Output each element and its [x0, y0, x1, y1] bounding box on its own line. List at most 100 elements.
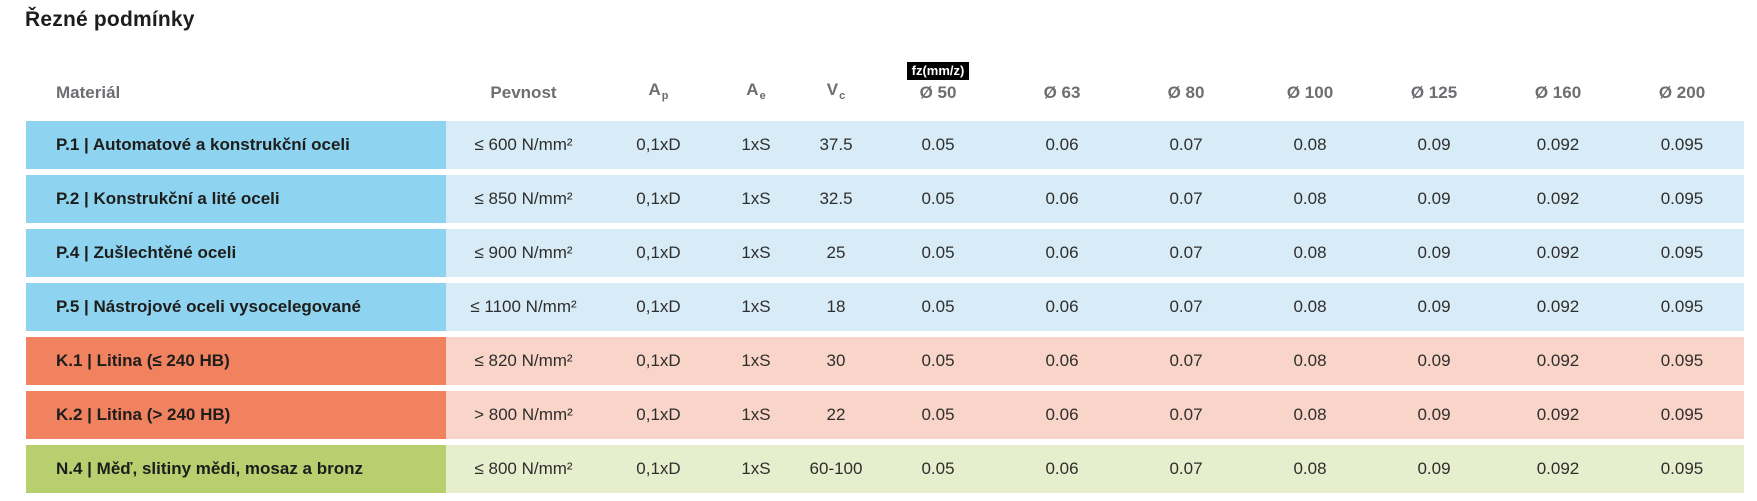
fz-value-cell: 0.05	[876, 121, 1000, 169]
header-ae: Ae	[716, 80, 796, 103]
fz-value-cell: 0.09	[1372, 175, 1496, 223]
fz-value-cell: 0.05	[876, 175, 1000, 223]
fz-unit-badge: fz(mm/z)	[906, 61, 970, 81]
fz-value-cell: 0.05	[876, 445, 1000, 493]
fz-value-cell: 0.07	[1124, 445, 1248, 493]
fz-value-cell: 0.09	[1372, 445, 1496, 493]
header-ap: Ap	[601, 80, 716, 103]
header-vc: Vc	[796, 80, 876, 103]
fz-value-cell: 0.09	[1372, 283, 1496, 331]
fz-value-cell: 0.092	[1496, 337, 1620, 385]
header-diameter: Ø 63	[1000, 83, 1124, 103]
fz-value-cell: 0.08	[1248, 175, 1372, 223]
pevnost-cell: ≤ 820 N/mm²	[446, 337, 601, 385]
header-diameter-label: Ø 63	[1043, 83, 1081, 103]
material-cell: K.1 | Litina (≤ 240 HB)	[26, 337, 446, 385]
header-vc-subscript: c	[839, 90, 846, 103]
header-ap-subscript: p	[661, 90, 669, 103]
fz-value-cell: 0.05	[876, 391, 1000, 439]
fz-value-cell: 0.095	[1620, 283, 1744, 331]
fz-value-cell: 0.06	[1000, 445, 1124, 493]
header-diameter: Ø 80	[1124, 83, 1248, 103]
fz-value-cell: 0.07	[1124, 391, 1248, 439]
fz-value-cell: 0.095	[1620, 445, 1744, 493]
ap-cell: 0,1xD	[601, 391, 716, 439]
fz-value-cell: 0.07	[1124, 337, 1248, 385]
fz-value-cell: 0.092	[1496, 283, 1620, 331]
fz-value-cell: 0.09	[1372, 121, 1496, 169]
fz-value-cell: 0.09	[1372, 391, 1496, 439]
fz-value-cell: 0.08	[1248, 283, 1372, 331]
ap-cell: 0,1xD	[601, 283, 716, 331]
fz-value-cell: 0.092	[1496, 445, 1620, 493]
fz-value-cell: 0.09	[1372, 229, 1496, 277]
fz-value-cell: 0.092	[1496, 229, 1620, 277]
vc-cell: 22	[796, 391, 876, 439]
header-ap-base: A	[648, 80, 661, 100]
fz-value-cell: 0.05	[876, 229, 1000, 277]
material-cell: P.1 | Automatové a konstrukční oceli	[26, 121, 446, 169]
table-row: K.2 | Litina (> 240 HB) > 800 N/mm² 0,1x…	[26, 391, 1744, 439]
fz-value-cell: 0.08	[1248, 445, 1372, 493]
header-diameter-label: Ø 80	[1167, 83, 1205, 103]
ae-cell: 1xS	[716, 391, 796, 439]
page-title: Řezné podmínky	[25, 8, 195, 31]
header-diameter: fz(mm/z) Ø 50	[876, 61, 1000, 103]
material-cell: K.2 | Litina (> 240 HB)	[26, 391, 446, 439]
vc-cell: 32.5	[796, 175, 876, 223]
pevnost-cell: ≤ 850 N/mm²	[446, 175, 601, 223]
fz-value-cell: 0.095	[1620, 391, 1744, 439]
table-row: P.4 | Zušlechtěné oceli ≤ 900 N/mm² 0,1x…	[26, 229, 1744, 277]
fz-value-cell: 0.07	[1124, 175, 1248, 223]
table-header-row: Materiál Pevnost Ap Ae Vc fz(mm/z) Ø 50 Ø …	[26, 55, 1744, 103]
ap-cell: 0,1xD	[601, 337, 716, 385]
header-diameter-label: Ø 50	[919, 83, 957, 103]
fz-value-cell: 0.06	[1000, 229, 1124, 277]
fz-value-cell: 0.095	[1620, 175, 1744, 223]
fz-value-cell: 0.07	[1124, 229, 1248, 277]
header-ae-base: A	[746, 80, 759, 100]
fz-value-cell: 0.092	[1496, 175, 1620, 223]
pevnost-cell: ≤ 600 N/mm²	[446, 121, 601, 169]
fz-value-cell: 0.06	[1000, 391, 1124, 439]
header-diameter-label: Ø 160	[1534, 83, 1582, 103]
header-diameter-label: Ø 200	[1658, 83, 1706, 103]
fz-value-cell: 0.095	[1620, 229, 1744, 277]
vc-cell: 25	[796, 229, 876, 277]
header-diameter: Ø 100	[1248, 83, 1372, 103]
ae-cell: 1xS	[716, 175, 796, 223]
fz-value-cell: 0.06	[1000, 121, 1124, 169]
fz-value-cell: 0.08	[1248, 391, 1372, 439]
fz-value-cell: 0.05	[876, 283, 1000, 331]
fz-value-cell: 0.06	[1000, 337, 1124, 385]
table-row: K.1 | Litina (≤ 240 HB) ≤ 820 N/mm² 0,1x…	[26, 337, 1744, 385]
table-row: P.1 | Automatové a konstrukční oceli ≤ 6…	[26, 121, 1744, 169]
pevnost-cell: ≤ 1100 N/mm²	[446, 283, 601, 331]
header-diameter-label: Ø 100	[1286, 83, 1334, 103]
material-cell: P.2 | Konstrukční a lité oceli	[26, 175, 446, 223]
material-cell: N.4 | Měď, slitiny mědi, mosaz a bronz	[26, 445, 446, 493]
header-diameter-label: Ø 125	[1410, 83, 1458, 103]
vc-cell: 18	[796, 283, 876, 331]
fz-value-cell: 0.06	[1000, 283, 1124, 331]
table-row: P.2 | Konstrukční a lité oceli ≤ 850 N/m…	[26, 175, 1744, 223]
fz-value-cell: 0.07	[1124, 283, 1248, 331]
fz-value-cell: 0.09	[1372, 337, 1496, 385]
pevnost-cell: ≤ 800 N/mm²	[446, 445, 601, 493]
fz-value-cell: 0.07	[1124, 121, 1248, 169]
fz-value-cell: 0.08	[1248, 121, 1372, 169]
vc-cell: 30	[796, 337, 876, 385]
vc-cell: 37.5	[796, 121, 876, 169]
fz-value-cell: 0.06	[1000, 175, 1124, 223]
header-material: Materiál	[56, 83, 121, 103]
fz-value-cell: 0.092	[1496, 391, 1620, 439]
ae-cell: 1xS	[716, 445, 796, 493]
ap-cell: 0,1xD	[601, 121, 716, 169]
ae-cell: 1xS	[716, 121, 796, 169]
header-pevnost: Pevnost	[490, 83, 557, 103]
header-vc-base: V	[826, 80, 839, 100]
ap-cell: 0,1xD	[601, 229, 716, 277]
pevnost-cell: > 800 N/mm²	[446, 391, 601, 439]
material-cell: P.5 | Nástrojové oceli vysocelegované	[26, 283, 446, 331]
